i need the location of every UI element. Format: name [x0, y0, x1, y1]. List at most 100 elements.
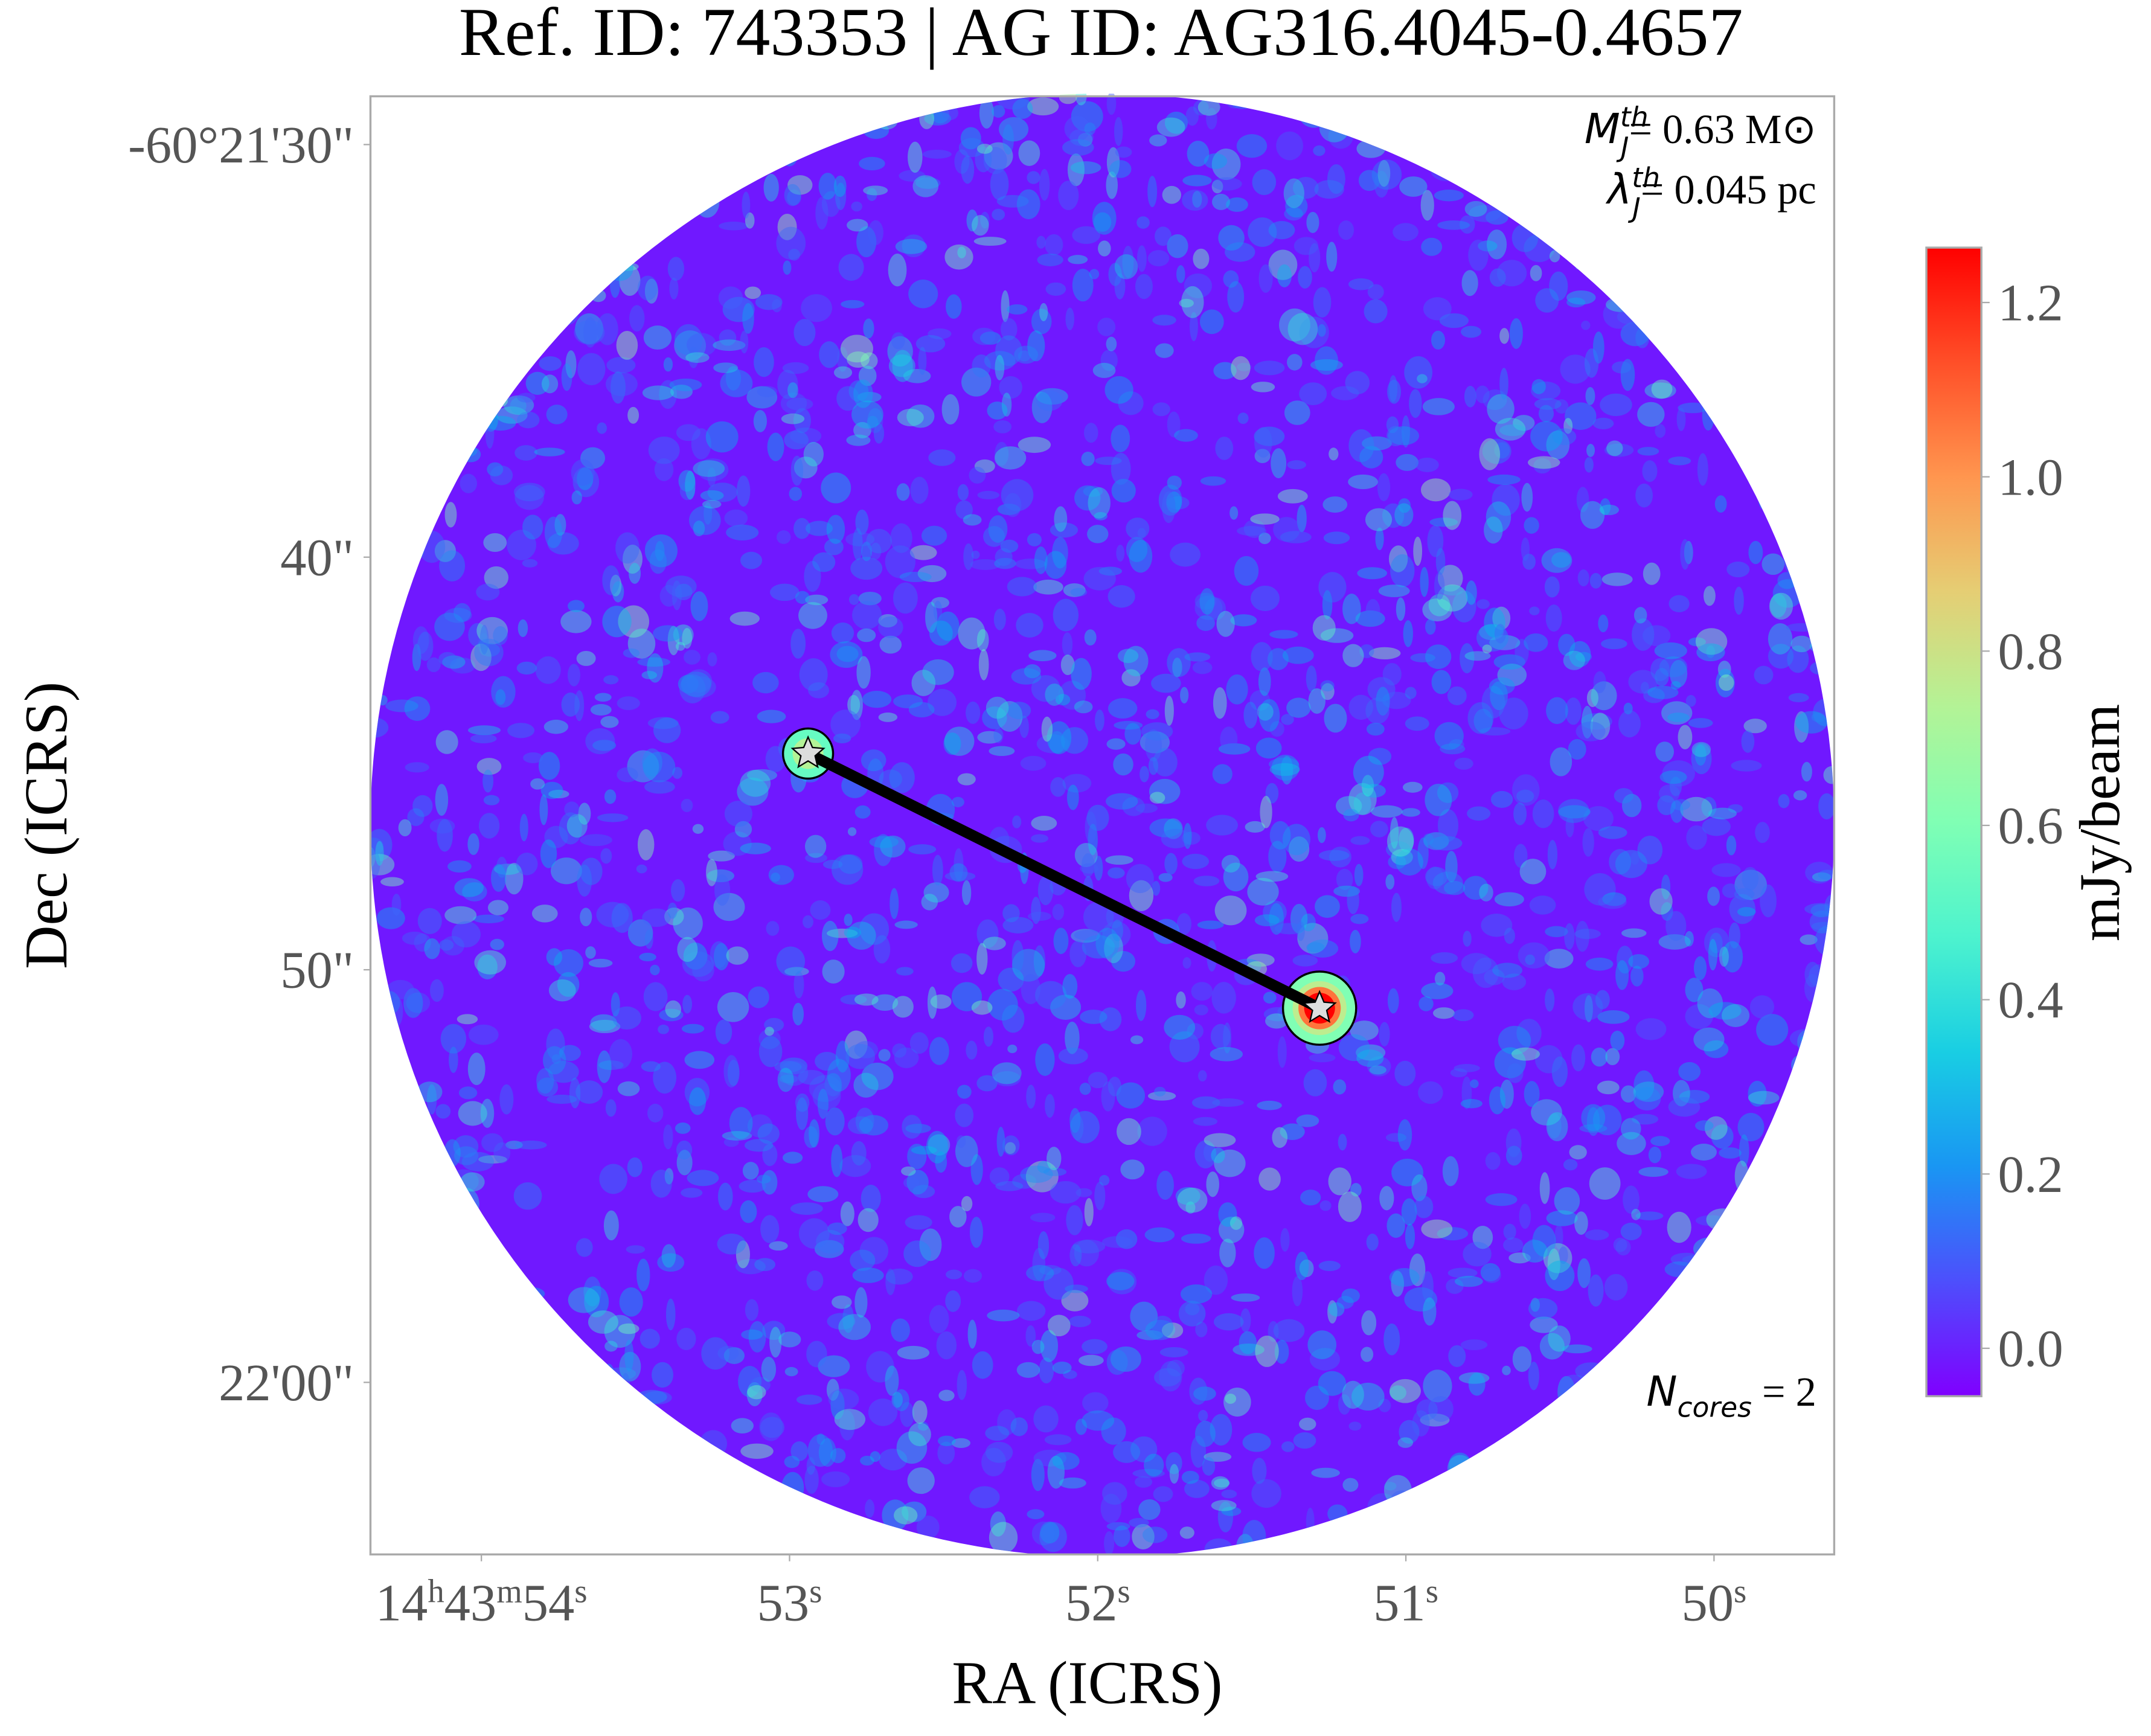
noise-blob: [597, 313, 618, 345]
noise-blob: [1187, 1023, 1204, 1040]
noise-blob: [1388, 854, 1406, 870]
noise-blob: [1286, 697, 1311, 718]
noise-blob: [589, 1019, 621, 1034]
noise-blob: [522, 514, 543, 540]
noise-blob: [1739, 1134, 1749, 1167]
noise-blob: [1011, 949, 1045, 982]
noise-blob: [824, 539, 844, 556]
noise-blob: [784, 184, 801, 207]
noise-blob: [1377, 473, 1391, 502]
noise-blob: [950, 953, 973, 973]
noise-blob: [546, 405, 568, 424]
noise-blob: [1037, 876, 1054, 906]
noise-blob: [736, 1240, 750, 1269]
noise-blob: [1287, 460, 1306, 470]
noise-blob: [1452, 590, 1476, 623]
noise-blob: [630, 1529, 641, 1550]
noise-blob: [1255, 737, 1282, 759]
noise-blob: [1386, 1213, 1405, 1238]
noise-blob: [1361, 1347, 1374, 1362]
noise-blob: [1534, 398, 1562, 410]
noise-blob: [828, 1388, 859, 1411]
noise-blob: [1358, 93, 1382, 113]
noise-blob: [1680, 539, 1690, 570]
noise-blob: [1297, 921, 1305, 941]
noise-blob: [812, 1082, 841, 1110]
noise-blob: [1012, 815, 1022, 828]
noise-blob: [659, 1008, 684, 1022]
noise-blob: [483, 533, 507, 552]
noise-blob: [1768, 623, 1793, 655]
noise-blob: [480, 643, 500, 657]
noise-blob: [1184, 1479, 1210, 1498]
noise-blob: [780, 137, 799, 167]
noise-blob: [1463, 1241, 1492, 1267]
noise-blob: [1067, 153, 1085, 187]
noise-blob: [1429, 836, 1463, 851]
noise-blob: [937, 1435, 956, 1446]
noise-blob: [929, 1037, 949, 1065]
noise-blob: [1790, 411, 1818, 428]
noise-blob: [1473, 1485, 1486, 1508]
noise-blob: [1577, 569, 1589, 587]
noise-blob: [1350, 1183, 1362, 1197]
noise-blob: [1545, 1260, 1575, 1292]
noise-blob: [687, 1170, 719, 1187]
x-tick-label: 52s: [1065, 1572, 1130, 1632]
noise-blob: [1563, 650, 1585, 670]
noise-blob: [1541, 548, 1572, 573]
noise-blob: [711, 144, 731, 171]
noise-blob: [385, 1342, 411, 1358]
noise-blob: [1122, 245, 1134, 278]
noise-blob: [951, 1438, 970, 1448]
noise-blob: [1223, 270, 1239, 288]
noise-blob: [1702, 401, 1714, 431]
noise-blob: [853, 421, 872, 438]
noise-blob: [663, 357, 673, 372]
noise-blob: [921, 894, 938, 911]
noise-blob: [622, 545, 643, 574]
noise-blob: [734, 154, 743, 185]
noise-blob: [1254, 360, 1285, 376]
noise-blob: [1633, 1070, 1655, 1100]
noise-blob: [1297, 923, 1329, 954]
noise-blob: [539, 356, 562, 371]
noise-blob: [1503, 1223, 1516, 1240]
noise-blob: [1701, 267, 1720, 285]
noise-blob: [663, 1124, 673, 1150]
noise-blob: [485, 415, 516, 431]
noise-blob: [1059, 93, 1077, 104]
noise-blob: [1568, 738, 1586, 760]
noise-blob: [1106, 738, 1126, 750]
noise-blob: [1000, 318, 1018, 341]
noise-blob: [830, 641, 863, 668]
noise-blob: [770, 583, 800, 601]
noise-blob: [1562, 1344, 1592, 1354]
noise-blob: [1322, 496, 1348, 513]
noise-blob: [861, 542, 872, 562]
noise-blob: [1442, 1156, 1459, 1187]
noise-blob: [647, 717, 679, 729]
noise-blob: [577, 353, 606, 386]
noise-blob: [378, 1378, 390, 1397]
noise-blob: [1417, 374, 1428, 383]
noise-blob: [1429, 517, 1458, 527]
noise-blob: [1130, 1436, 1158, 1462]
noise-blob: [626, 1245, 646, 1254]
noise-blob: [491, 676, 516, 708]
noise-blob: [866, 1351, 894, 1383]
noise-blob: [1080, 1010, 1108, 1024]
noise-blob: [1315, 346, 1338, 375]
noise-blob: [417, 507, 435, 522]
noise-blob: [1661, 1541, 1690, 1552]
noise-blob: [1579, 240, 1591, 273]
noise-blob: [951, 982, 983, 1011]
noise-blob: [879, 635, 902, 654]
noise-blob: [670, 879, 685, 902]
noise-blob: [1584, 873, 1616, 906]
noise-blob: [938, 1389, 955, 1401]
noise-blob: [652, 1362, 674, 1388]
noise-blob: [1432, 1007, 1455, 1019]
noise-blob: [386, 102, 399, 126]
noise-blob: [1598, 826, 1627, 839]
